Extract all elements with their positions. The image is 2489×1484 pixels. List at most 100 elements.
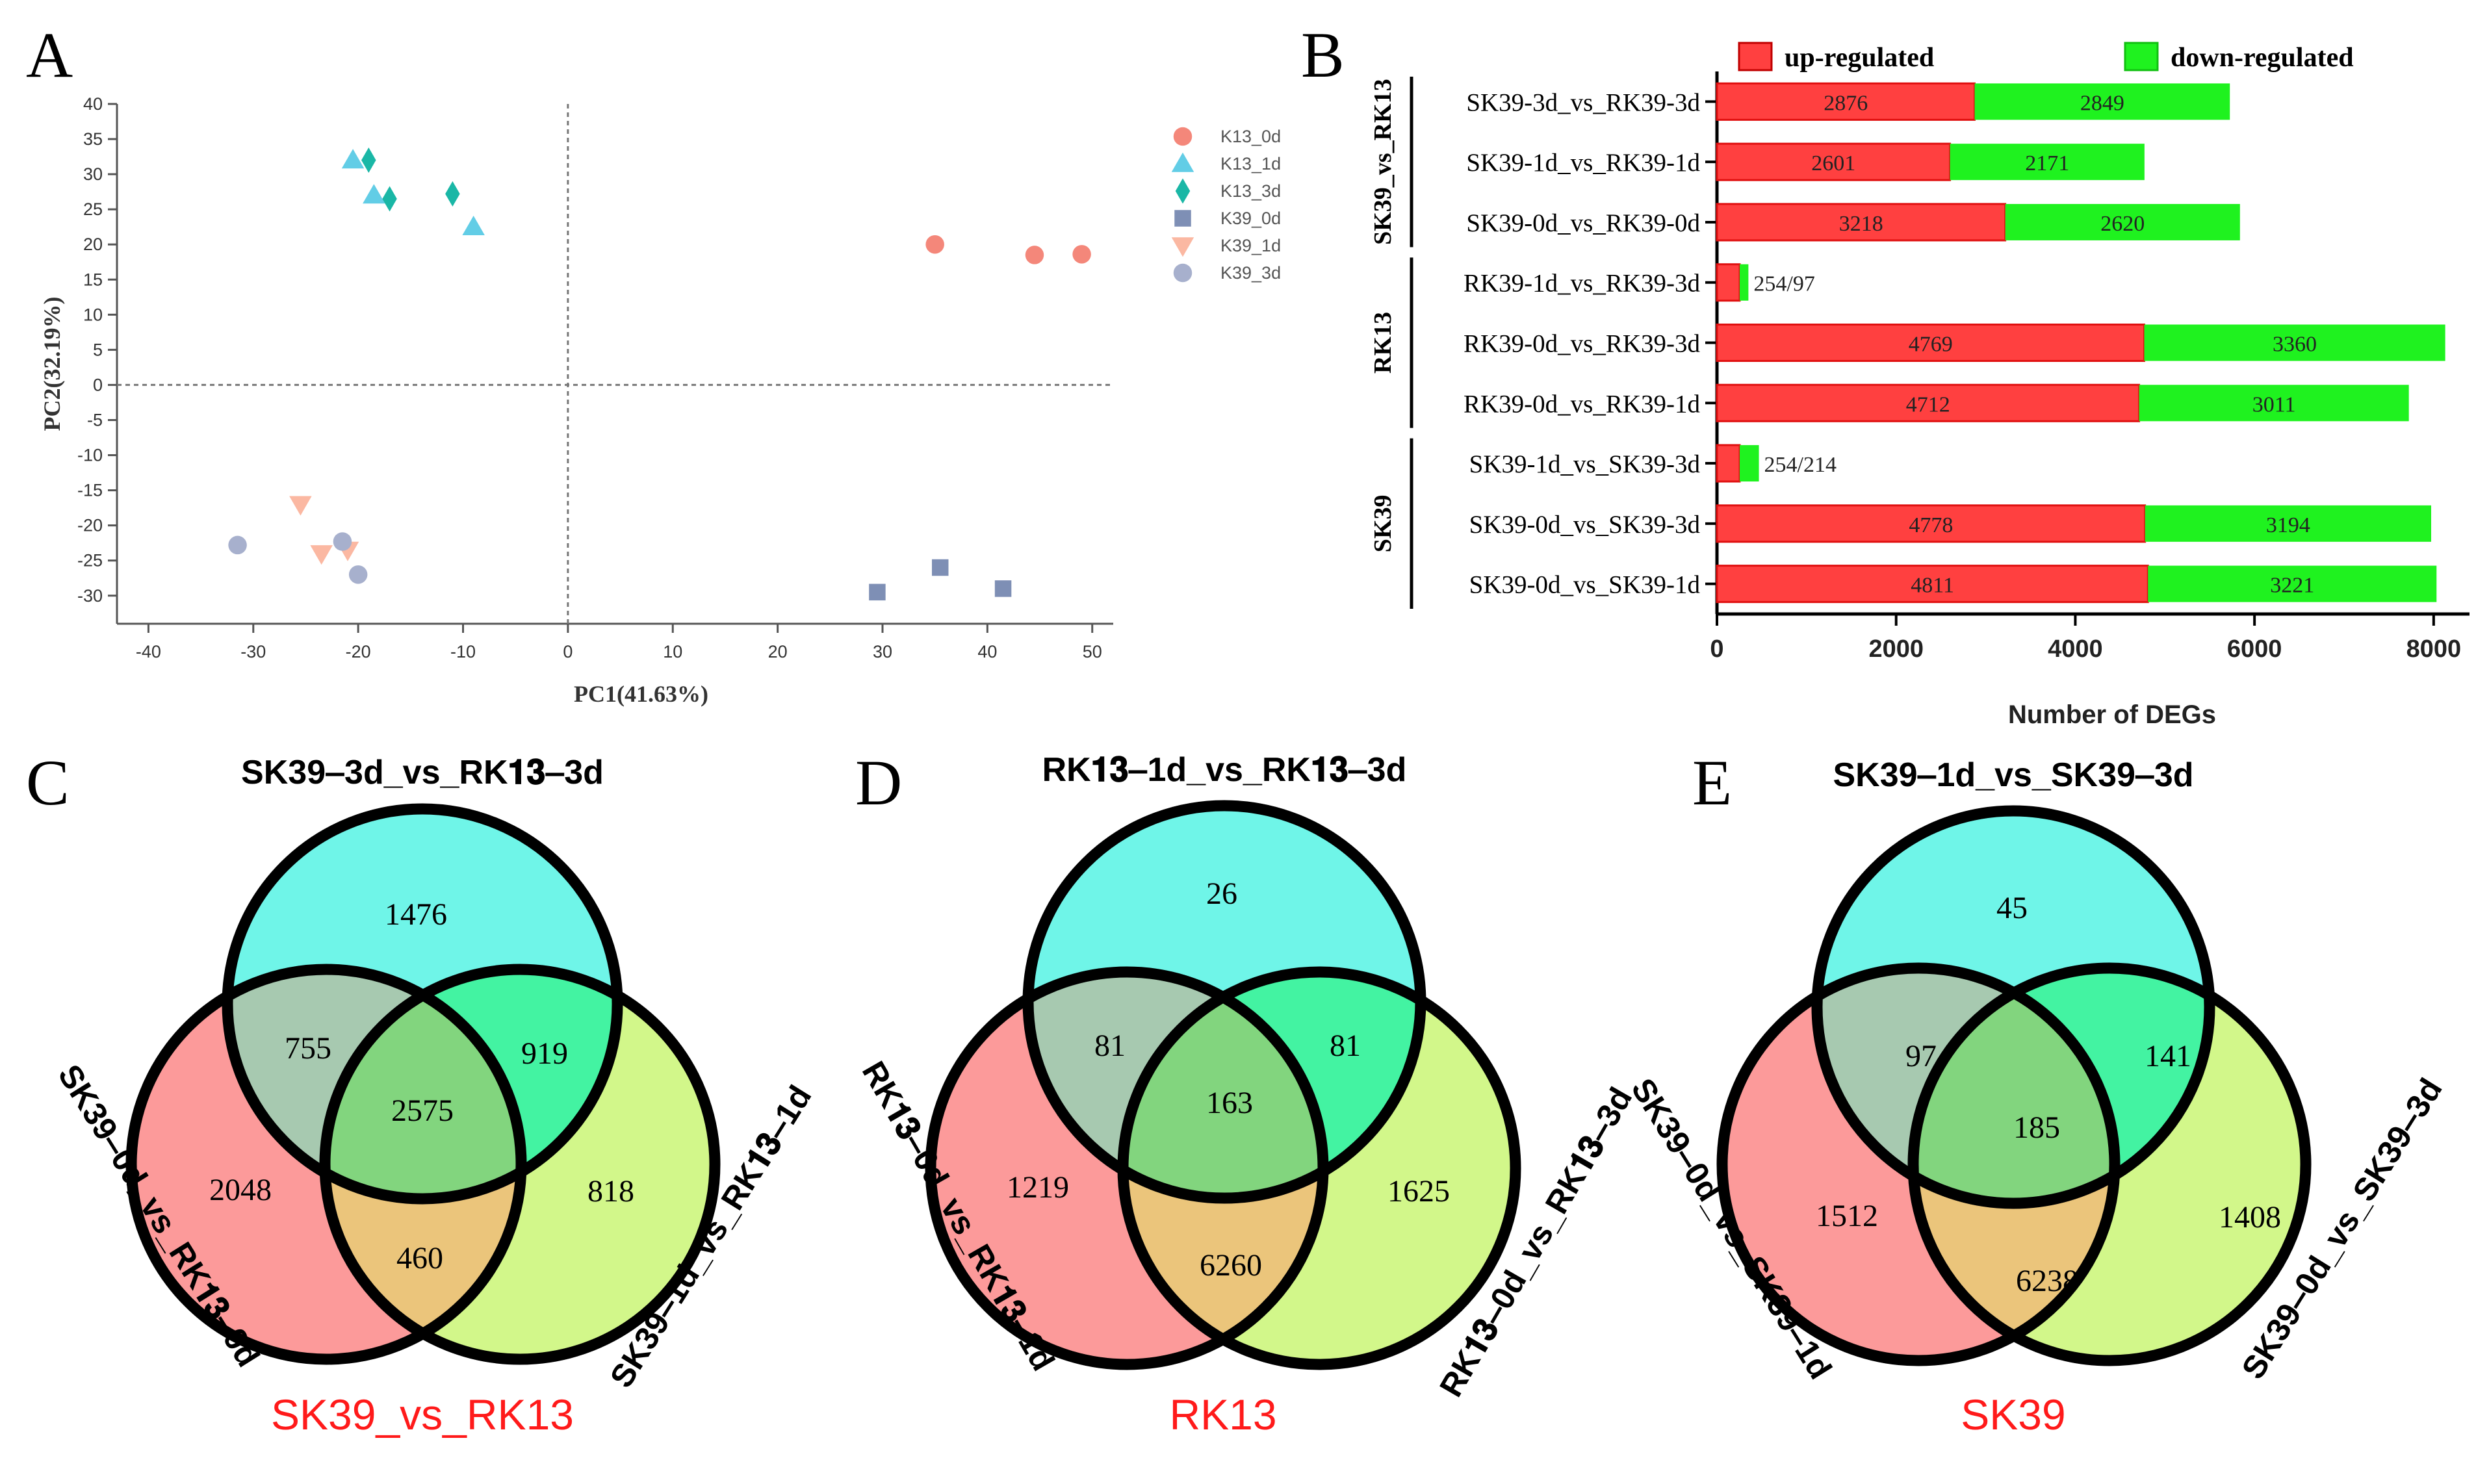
x-tick-label: 2000 <box>1868 635 1924 663</box>
venn-count-left_right: 6260 <box>1200 1248 1262 1283</box>
y-tick-label: -20 <box>77 516 103 535</box>
point-K13_0d <box>1072 245 1091 264</box>
point-K13_1d <box>462 215 485 235</box>
x-tick-label: 0 <box>1710 635 1723 663</box>
category-label: RK39-1d_vs_RK39-3d <box>1464 270 1701 298</box>
bar-label-outside: 254/214 <box>1764 453 1837 477</box>
x-tick-label: 40 <box>977 642 997 661</box>
bar-label-down: 2620 <box>2100 212 2145 236</box>
venn-outline <box>319 964 721 1365</box>
y-tick-label: -5 <box>87 410 103 429</box>
bar-label-up: 4778 <box>1909 513 1953 537</box>
point-K39_3d <box>333 532 352 551</box>
y-tick-label: -25 <box>77 551 103 570</box>
venn-count-right_only: 1408 <box>2219 1200 2281 1235</box>
group-label: RK13 <box>1369 312 1397 374</box>
y-axis-label: PC2(32.19%) <box>39 297 65 431</box>
bar-down <box>1740 264 1749 301</box>
category-label: SK39-0d_vs_SK39-3d <box>1469 511 1701 539</box>
venn-outline <box>1117 966 1521 1370</box>
bar-down <box>2144 324 2445 361</box>
bar-label-up: 2601 <box>1811 151 1855 175</box>
point-K13_0d <box>925 235 944 254</box>
bar-label-up: 4769 <box>1909 333 1953 357</box>
bar-label-down: 3221 <box>2270 574 2314 598</box>
venn-outline <box>1811 805 2215 1209</box>
legend-label-down: down-regulated <box>2171 43 2354 73</box>
legend-swatch-up <box>1738 42 1773 71</box>
pca-plot: -40 -30 -20 -10 0 10 20 30 40 50-30-25-20-15-10-5… <box>39 94 1281 707</box>
bar-label-down: 3194 <box>2266 513 2310 537</box>
point-K39_3d <box>348 565 368 584</box>
bar-down <box>1950 144 2145 181</box>
legend-marker-K13_3d <box>1175 178 1191 204</box>
bar-label-up: 2876 <box>1824 91 1868 115</box>
venn-count-left_only: 1219 <box>1007 1170 1069 1205</box>
y-tick-label: 5 <box>93 340 103 359</box>
legend-marker-K39_1d <box>1171 237 1194 257</box>
legend-marker-K13_0d <box>1173 127 1193 146</box>
bar-up <box>1716 203 2007 242</box>
y-tick-label: -15 <box>77 481 103 500</box>
y-tick-label: -10 <box>77 446 103 465</box>
point-K39_0d <box>869 583 886 601</box>
venn-count-top_left: 81 <box>1094 1029 1126 1063</box>
point-K13_1d <box>341 149 365 169</box>
venn-count-top_left: 97 <box>1905 1039 1937 1073</box>
y-tick-label: 10 <box>83 305 103 324</box>
bar-down <box>1974 83 2230 120</box>
venn-set-label-top: SK39‒1d_vs_SK39‒3d <box>1833 756 2193 794</box>
x-tick-label: -10 <box>450 642 476 661</box>
legend-label-K39_1d: K39_1d <box>1220 236 1281 255</box>
bar-up <box>1716 324 2145 362</box>
legend-swatch-down <box>2124 42 2159 71</box>
x-tick-label: 4000 <box>2048 635 2103 663</box>
category-label: SK39-0d_vs_RK39-0d <box>1466 209 1700 237</box>
bar-label-up: 4712 <box>1906 392 1950 416</box>
point-K13_0d <box>1025 246 1044 264</box>
y-tick-label: 25 <box>83 199 103 219</box>
x-tick-label: -20 <box>346 642 371 661</box>
bar-down <box>2148 565 2437 602</box>
bar-label-down: 3360 <box>2273 333 2317 357</box>
venn-count-center: 163 <box>1206 1086 1253 1120</box>
point-K39_3d <box>228 535 247 555</box>
point-K13_1d <box>363 184 385 204</box>
legend-label-K13_0d: K13_0d <box>1220 127 1281 146</box>
y-tick-label: 30 <box>83 164 103 184</box>
bar-label-outside: 254/97 <box>1753 272 1814 296</box>
legend-label-K39_0d: K39_0d <box>1220 209 1281 228</box>
venn-outline <box>125 964 527 1365</box>
venn-count-top_only: 1476 <box>385 897 447 932</box>
category-label: SK39-0d_vs_SK39-1d <box>1469 571 1701 599</box>
y-tick-label: 35 <box>83 129 103 149</box>
point-K13_3d <box>361 147 376 173</box>
group-label: SK39 <box>1369 494 1397 552</box>
x-tick-label: 6000 <box>2227 635 2282 663</box>
panel-label-c: C <box>26 747 70 819</box>
deg-bar-chart: up-regulated down-regulated 0 2000 4000 6000 8… <box>1369 42 2470 729</box>
y-tick-label: 0 <box>93 375 103 394</box>
x-tick-label: 20 <box>768 642 788 661</box>
y-tick-label: 15 <box>83 270 103 289</box>
bar-up <box>1716 444 1741 483</box>
bar-up <box>1716 142 1952 181</box>
category-label: SK39-1d_vs_RK39-1d <box>1466 149 1700 177</box>
venn-count-top_left: 755 <box>285 1031 331 1066</box>
y-tick-label: 20 <box>83 235 103 254</box>
bar-up <box>1716 565 2149 604</box>
x-tick-label: -40 <box>136 642 161 661</box>
bar-label-down: 3011 <box>2252 392 2296 416</box>
x-tick-label: 10 <box>663 642 682 661</box>
venn-D: 26 81 81 163 1219 1625 6260 RK𝟏𝟑‒1d_vs_RK𝟏𝟑‒3d R… <box>855 751 1640 1439</box>
venn-caption: RK13 <box>1169 1390 1276 1439</box>
bar-down <box>2139 385 2409 422</box>
venn-set-label-top: SK39‒3d_vs_RK𝟏𝟑‒3d <box>241 754 604 791</box>
bar-label-up: 3218 <box>1839 212 1883 236</box>
panel-label-a: A <box>26 19 73 91</box>
x-tick-label: 0 <box>563 642 573 661</box>
x-axis-label: Number of DEGs <box>2008 700 2216 729</box>
point-K39_0d <box>931 559 949 576</box>
panel-label-b: B <box>1301 19 1345 91</box>
